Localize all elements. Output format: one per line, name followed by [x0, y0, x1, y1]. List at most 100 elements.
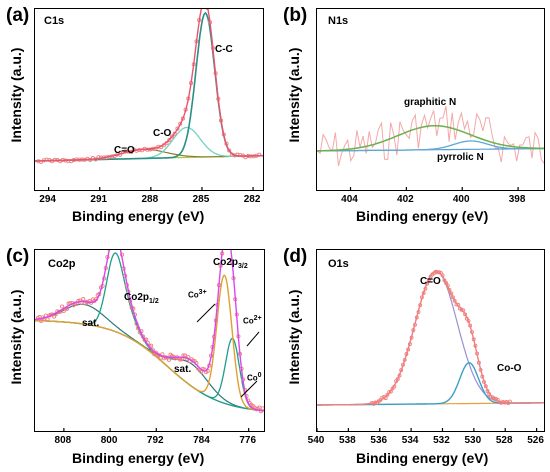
peak-pyrrolic-n — [317, 140, 544, 152]
x-tick-label: 282 — [243, 194, 261, 205]
data-point-d — [459, 307, 464, 312]
data-point-c — [81, 297, 86, 302]
data-point-a — [227, 148, 232, 153]
x-tick-label: 800 — [100, 435, 118, 446]
x-tick-label: 776 — [239, 435, 257, 446]
data-point-c — [39, 318, 44, 324]
y-axis-label-c: Intensity (a.u.) — [8, 289, 24, 385]
x-tick-label: 538 — [339, 435, 356, 446]
data-point-d — [463, 312, 468, 317]
data-point-d — [385, 392, 390, 397]
data-point-a — [66, 158, 71, 164]
data-point-c — [45, 317, 50, 322]
data-point-c — [140, 334, 146, 339]
baseline-c — [35, 320, 264, 412]
co2p12-sub: 1/2 — [149, 298, 159, 305]
annotation-c-o: C=O — [114, 145, 135, 156]
peak-co2p12 — [35, 252, 264, 412]
peak-d-c-o — [317, 270, 544, 406]
x-tick-label: 526 — [527, 435, 544, 446]
x-tick-label: 404 — [341, 194, 358, 205]
annotation-pyrrolic-n: pyrrolic N — [437, 152, 484, 163]
arrow-2 — [240, 380, 258, 398]
x-tick-label: 536 — [370, 435, 388, 446]
x-tick-label: 792 — [146, 435, 164, 446]
x-tick-label: 534 — [401, 435, 419, 446]
plot-svg-b — [317, 106, 544, 190]
panel-label-a: (a) — [6, 5, 30, 26]
x-tick-label: 530 — [464, 435, 482, 446]
plot-area-d — [316, 249, 545, 432]
data-point-a — [167, 138, 172, 143]
co0-sup: 0 — [257, 372, 262, 379]
y-axis-label-d: Intensity (a.u.) — [286, 289, 302, 385]
panel-title-b: N1s — [328, 15, 349, 27]
peak-co2plus — [35, 319, 264, 412]
peak-cc — [35, 11, 263, 162]
annotation-cc: C-C — [215, 44, 233, 55]
co2p32-text: Co2p — [213, 257, 238, 268]
plot-area-c — [34, 249, 265, 432]
x-tick-label: 540 — [307, 435, 325, 446]
x-tick-label: 294 — [39, 194, 56, 205]
co3-text: Co — [188, 290, 199, 300]
co0-text: Co — [247, 373, 258, 383]
x-tick-label: 808 — [54, 435, 72, 446]
x-axis-label-c: Binding energy (eV) — [72, 450, 205, 466]
x-tick-label: 285 — [192, 194, 210, 205]
x-tick-label: 784 — [193, 435, 210, 446]
co2p32-sub: 3/2 — [238, 263, 248, 270]
panel-title-c: Co2p — [48, 258, 76, 270]
x-tick-label: 288 — [141, 194, 159, 205]
x-axis-label-d: Binding energy (eV) — [356, 450, 489, 466]
annotation-co2p32: Co2p3/2 — [213, 257, 248, 270]
annotation-sat-1: sat. — [82, 318, 100, 329]
x-tick-label: 402 — [397, 194, 414, 205]
annotation-d-c-o: C=O — [420, 276, 441, 287]
panel-label-c: (c) — [6, 246, 30, 267]
annotation-d-co-o: Co-O — [497, 363, 522, 374]
arrow-1 — [246, 331, 260, 347]
co2-sup: 2+ — [253, 315, 262, 322]
annotation-co0: Co0 — [247, 372, 262, 383]
annotation-sat-2: sat. — [174, 364, 192, 375]
panel-label-b: (b) — [283, 5, 308, 26]
peak-co3plus — [35, 274, 264, 412]
raw-data-b — [317, 106, 544, 167]
plot-svg-c — [35, 250, 264, 431]
co2p12-text: Co2p — [124, 292, 149, 303]
co2-text: Co — [243, 316, 254, 326]
x-tick-label: 532 — [433, 435, 450, 446]
data-point-c — [199, 369, 204, 374]
envelope-c — [35, 250, 264, 412]
annotation-graphitic-n: graphitic N — [404, 97, 457, 108]
peak-co — [35, 126, 263, 162]
panel-title-d: O1s — [328, 258, 349, 270]
x-axis-label-a: Binding energy (eV) — [72, 208, 205, 224]
annotation-co3: Co3+ — [188, 289, 207, 300]
panel-label-d: (d) — [283, 246, 308, 267]
annotation-co: C-O — [153, 128, 172, 139]
co3-sup: 3+ — [198, 289, 207, 296]
annotation-co2: Co2+ — [243, 315, 262, 326]
panel-title-a: C1s — [44, 15, 65, 27]
data-point-c — [150, 347, 155, 352]
x-tick-label: 398 — [508, 194, 526, 205]
plot-area-b — [316, 8, 545, 191]
envelope-a — [35, 9, 263, 162]
envelope-d — [317, 270, 544, 406]
arrow-0 — [196, 303, 216, 323]
annotation-co2p12: Co2p1/2 — [124, 292, 159, 305]
plot-svg-d — [317, 269, 544, 431]
plot-area-a — [34, 8, 264, 191]
data-point-c — [166, 357, 171, 362]
x-tick-label: 291 — [90, 194, 108, 205]
data-point-a — [169, 134, 175, 139]
data-point-c — [260, 406, 264, 411]
x-axis-label-b: Binding energy (eV) — [356, 208, 489, 224]
data-point-c — [182, 353, 188, 358]
x-tick-label: 400 — [452, 194, 470, 205]
data-point-c — [60, 304, 65, 309]
x-tick-label: 528 — [495, 435, 513, 446]
y-axis-label-a: Intensity (a.u.) — [8, 47, 24, 143]
